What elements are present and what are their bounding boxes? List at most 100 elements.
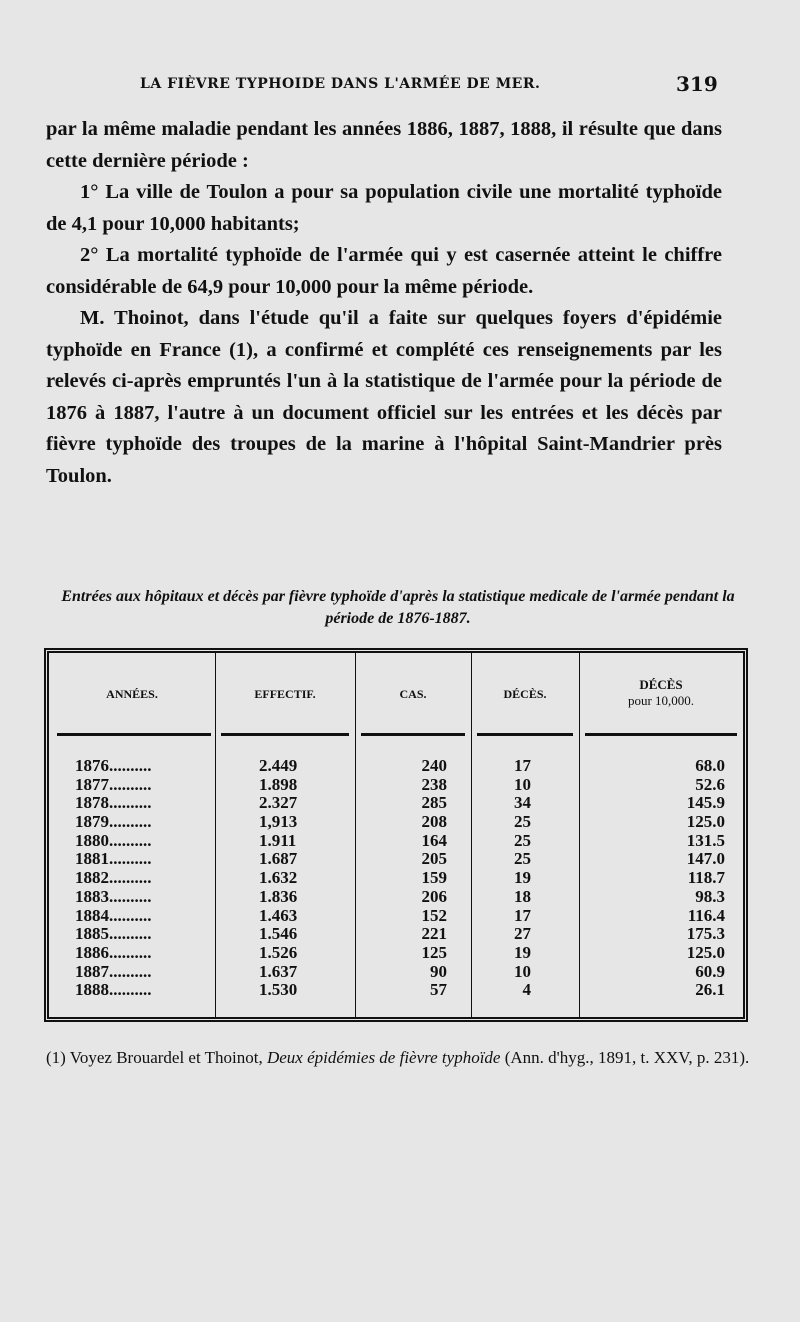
cell-deces-pour-10000: 60.9 <box>695 961 725 981</box>
paragraph: 2° La mortalité typhoïde de l'armée qui … <box>46 244 722 298</box>
table-body: 1876.......... 2.449 240 17 68.0 1877........… <box>49 756 743 1000</box>
running-title: LA FIÈVRE TYPHOIDE DANS L'ARMÉE DE MER. <box>140 76 541 92</box>
header-effectif: EFFECTIF. <box>254 687 316 701</box>
cell-year: 1886.......... <box>75 942 152 962</box>
cell-cas: 208 <box>421 812 448 832</box>
header-rule <box>477 733 573 736</box>
cell-effectif: 1.911 <box>259 830 297 850</box>
cell-effectif: 1.546 <box>259 924 298 944</box>
cell-effectif: 1.687 <box>259 849 298 869</box>
cell-effectif: 1.898 <box>259 774 298 794</box>
column-divider <box>579 653 580 1017</box>
paragraph: 1° La ville de Toulon a pour sa populati… <box>46 181 722 235</box>
cell-effectif: 1.632 <box>259 868 298 888</box>
column-divider <box>471 653 472 1017</box>
cell-deces-pour-10000: 147.0 <box>686 849 725 869</box>
cell-cas: 57 <box>430 980 447 1000</box>
cell-effectif: 1.530 <box>259 980 298 1000</box>
cell-deces-pour-10000: 175.3 <box>686 924 725 944</box>
cell-effectif: 1,913 <box>259 812 298 832</box>
header-deces-pour-10000: DÉCÈS pour 10,000. <box>579 677 743 709</box>
column-divider <box>355 653 356 1017</box>
cell-cas: 238 <box>421 774 448 794</box>
header-line: pour 10,000. <box>627 693 695 708</box>
data-table: ANNÉES. EFFECTIF. CAS. DÉCÈS. DÉCÈS pour… <box>44 648 748 1022</box>
cell-deces: 18 <box>514 886 531 906</box>
cell-effectif: 1.637 <box>259 961 298 981</box>
table-row: 1880.......... 1.911 164 25 131.5 <box>49 830 743 851</box>
cell-year: 1879.......... <box>75 812 152 832</box>
cell-deces-pour-10000: 145.9 <box>686 793 725 813</box>
cell-deces-pour-10000: 131.5 <box>686 830 725 850</box>
header-line: DÉCÈS <box>639 677 683 692</box>
footnote-text: (1) Voyez Brouardel et Thoinot, <box>46 1048 267 1067</box>
body-text: par la même maladie pendant les années 1… <box>46 114 722 492</box>
cell-deces: 17 <box>514 905 531 925</box>
cell-deces-pour-10000: 125.0 <box>686 942 725 962</box>
cell-cas: 152 <box>421 905 448 925</box>
cell-year: 1882.......... <box>75 868 152 888</box>
table-row: 1882.......... 1.632 159 19 118.7 <box>49 868 743 888</box>
cell-cas: 164 <box>421 830 448 850</box>
cell-cas: 90 <box>430 961 447 981</box>
cell-effectif: 1.526 <box>259 942 298 962</box>
cell-deces: 27 <box>514 924 531 944</box>
cell-deces: 19 <box>514 868 531 888</box>
table-caption: Entrées aux hôpitaux et décès par fièvre… <box>61 588 735 627</box>
header-rule <box>585 733 737 736</box>
cell-effectif: 1.463 <box>259 905 298 925</box>
table-row: 1877.......... 1.898 238 10 52.6 <box>49 774 743 795</box>
cell-deces-pour-10000: 116.4 <box>687 905 725 925</box>
header-rule <box>361 733 465 736</box>
cell-year: 1883.......... <box>75 886 152 906</box>
table-row: 1884.......... 1.463 152 17 116.4 <box>49 905 743 926</box>
header-deces: DÉCÈS. <box>503 687 547 701</box>
table-row: 1888.......... 1.530 57 4 26.1 <box>49 981 743 1000</box>
cell-deces-pour-10000: 98.3 <box>695 886 725 906</box>
header-cas: CAS. <box>399 687 427 701</box>
header-rule <box>57 733 211 736</box>
cell-year: 1877.......... <box>75 774 152 794</box>
cell-cas: 159 <box>421 868 448 888</box>
header-annees: ANNÉES. <box>106 687 158 701</box>
cell-deces-pour-10000: 68.0 <box>695 756 725 775</box>
cell-cas: 206 <box>421 886 448 906</box>
cell-deces: 25 <box>514 812 531 832</box>
header-rule <box>221 733 349 736</box>
cell-year: 1876.......... <box>75 756 152 775</box>
table-row: 1879.......... 1,913 208 25 125.0 <box>49 812 743 832</box>
cell-deces-pour-10000: 118.7 <box>687 868 725 888</box>
cell-deces: 19 <box>514 942 531 962</box>
cell-deces-pour-10000: 26.1 <box>695 980 725 1000</box>
cell-year: 1885.......... <box>75 924 152 944</box>
cell-year: 1878.......... <box>75 793 152 813</box>
cell-year: 1881.......... <box>75 849 152 869</box>
page-number: 319 <box>676 72 718 96</box>
cell-deces: 4 <box>522 980 532 1000</box>
cell-year: 1887.......... <box>75 961 152 981</box>
cell-effectif: 2.327 <box>259 793 298 813</box>
cell-cas: 221 <box>421 924 448 944</box>
cell-cas: 285 <box>421 793 448 813</box>
cell-year: 1888.......... <box>75 980 152 1000</box>
cell-deces-pour-10000: 125.0 <box>686 812 725 832</box>
cell-cas: 240 <box>421 756 448 775</box>
paragraph: par la même maladie pendant les années 1… <box>46 118 722 172</box>
cell-deces: 34 <box>514 793 531 813</box>
footnote: (1) Voyez Brouardel et Thoinot, Deux épi… <box>46 1046 750 1070</box>
footnote-cited-title: Deux épidémies de fièvre typhoïde <box>266 1048 501 1067</box>
cell-deces: 10 <box>514 774 531 794</box>
footnote-text: (Ann. d'hyg., 1891, t. XXV, p. 231). <box>500 1048 750 1067</box>
table-row: 1881.......... 1.687 205 25 147.0 <box>49 850 743 869</box>
cell-deces: 25 <box>514 849 531 869</box>
table-row: 1886.......... 1.526 125 19 125.0 <box>49 942 743 963</box>
table-row: 1887.......... 1.637 90 10 60.9 <box>49 961 743 982</box>
cell-deces: 25 <box>514 830 531 850</box>
table-row: 1885.......... 1.546 221 27 175.3 <box>49 924 743 944</box>
table-row: 1883.......... 1.836 206 18 98.3 <box>49 886 743 907</box>
cell-year: 1880.......... <box>75 830 152 850</box>
cell-cas: 125 <box>421 942 448 962</box>
cell-cas: 205 <box>421 849 448 869</box>
cell-year: 1884.......... <box>75 905 152 925</box>
